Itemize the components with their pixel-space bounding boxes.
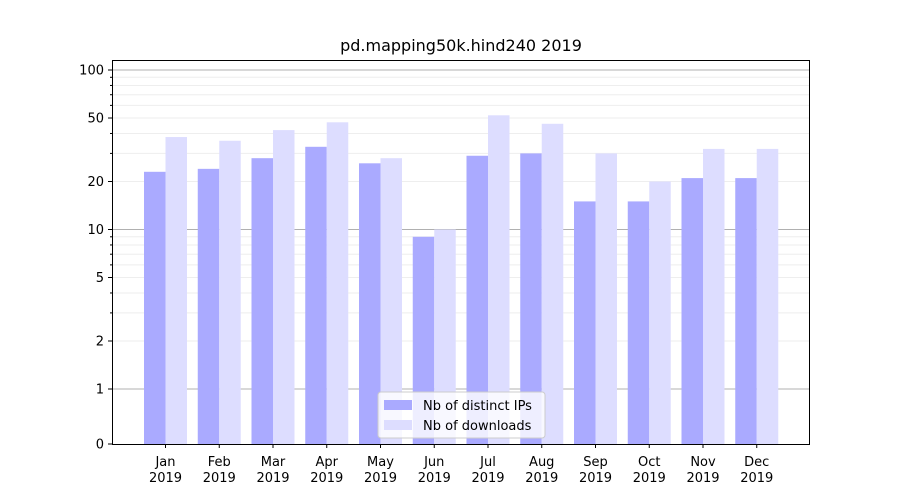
bar-downloads — [649, 181, 671, 444]
x-tick-label-year: 2019 — [740, 471, 773, 486]
legend-label: Nb of distinct IPs — [423, 399, 532, 414]
legend-swatch — [384, 420, 412, 430]
x-tick-label-month: Dec — [744, 455, 769, 470]
bar-distinct-ips — [197, 168, 220, 444]
y-tick-label: 10 — [87, 223, 104, 238]
x-tick-label-month: May — [367, 455, 394, 470]
bar-downloads — [165, 137, 187, 444]
x-tick-label-year: 2019 — [579, 471, 612, 486]
x-tick-label-month: Jan — [154, 455, 175, 470]
y-tick-label: 2 — [96, 334, 104, 349]
bar-downloads — [273, 130, 295, 444]
y-tick-label: 20 — [87, 175, 104, 190]
x-tick-label-month: Feb — [208, 455, 231, 470]
bar-distinct-ips — [251, 158, 273, 445]
x-tick-label-month: Apr — [316, 455, 339, 470]
bar-distinct-ips — [466, 155, 488, 445]
y-axis: 0 1 2 5 10 20 50 100 — [79, 64, 112, 453]
x-tick-label-year: 2019 — [310, 471, 343, 486]
legend: Nb of distinct IPs Nb of downloads — [377, 391, 546, 439]
bar-distinct-ips — [735, 178, 757, 444]
x-tick-label-year: 2019 — [686, 471, 719, 486]
bar-distinct-ips — [681, 178, 703, 444]
y-tick-label: 5 — [96, 271, 104, 286]
x-tick-label-month: Mar — [261, 455, 286, 470]
x-tick-label-year: 2019 — [418, 471, 451, 486]
bar-distinct-ips — [520, 153, 542, 444]
x-tick-label-year: 2019 — [364, 471, 397, 486]
x-tick-label-month: Jun — [423, 455, 444, 470]
bars — [144, 115, 779, 445]
bar-distinct-ips — [144, 171, 166, 444]
bar-distinct-ips — [627, 201, 650, 444]
x-tick-label-year: 2019 — [256, 471, 289, 486]
y-tick-label: 0 — [96, 438, 104, 453]
bar-distinct-ips — [574, 201, 596, 444]
bar-downloads — [703, 148, 725, 444]
x-tick-label-year: 2019 — [633, 471, 666, 486]
x-tick-label-month: Aug — [529, 455, 554, 470]
x-tick-label-year: 2019 — [203, 471, 236, 486]
x-tick-label-month: Oct — [638, 455, 660, 470]
bar-downloads — [380, 158, 402, 445]
legend-box — [377, 391, 546, 439]
x-tick-label-month: Nov — [690, 455, 716, 470]
legend-label: Nb of downloads — [423, 419, 532, 434]
plot-frame — [112, 60, 810, 445]
bar-downloads — [488, 115, 510, 444]
x-tick-label-year: 2019 — [149, 471, 182, 486]
chart-title: pd.mapping50k.hind240 2019 — [340, 36, 582, 55]
x-tick-label-year: 2019 — [525, 471, 558, 486]
bar-downloads — [756, 148, 779, 444]
bar-downloads — [541, 123, 564, 444]
x-axis: Jan2019Feb2019Mar2019Apr2019May2019Jun20… — [149, 444, 773, 486]
bar-downloads — [595, 153, 617, 444]
y-tick-label: 1 — [96, 383, 104, 398]
legend-swatch — [384, 400, 412, 410]
y-tick-label: 100 — [79, 64, 104, 79]
bar-downloads — [219, 140, 241, 444]
bar-downloads — [434, 229, 456, 444]
x-tick-label-month: Sep — [583, 455, 608, 470]
x-tick-label-year: 2019 — [471, 471, 504, 486]
bar-distinct-ips — [359, 163, 381, 444]
y-tick-label: 50 — [87, 112, 104, 127]
x-tick-label-month: Jul — [479, 455, 496, 470]
bar-downloads — [326, 122, 349, 445]
bar-distinct-ips — [305, 146, 327, 444]
